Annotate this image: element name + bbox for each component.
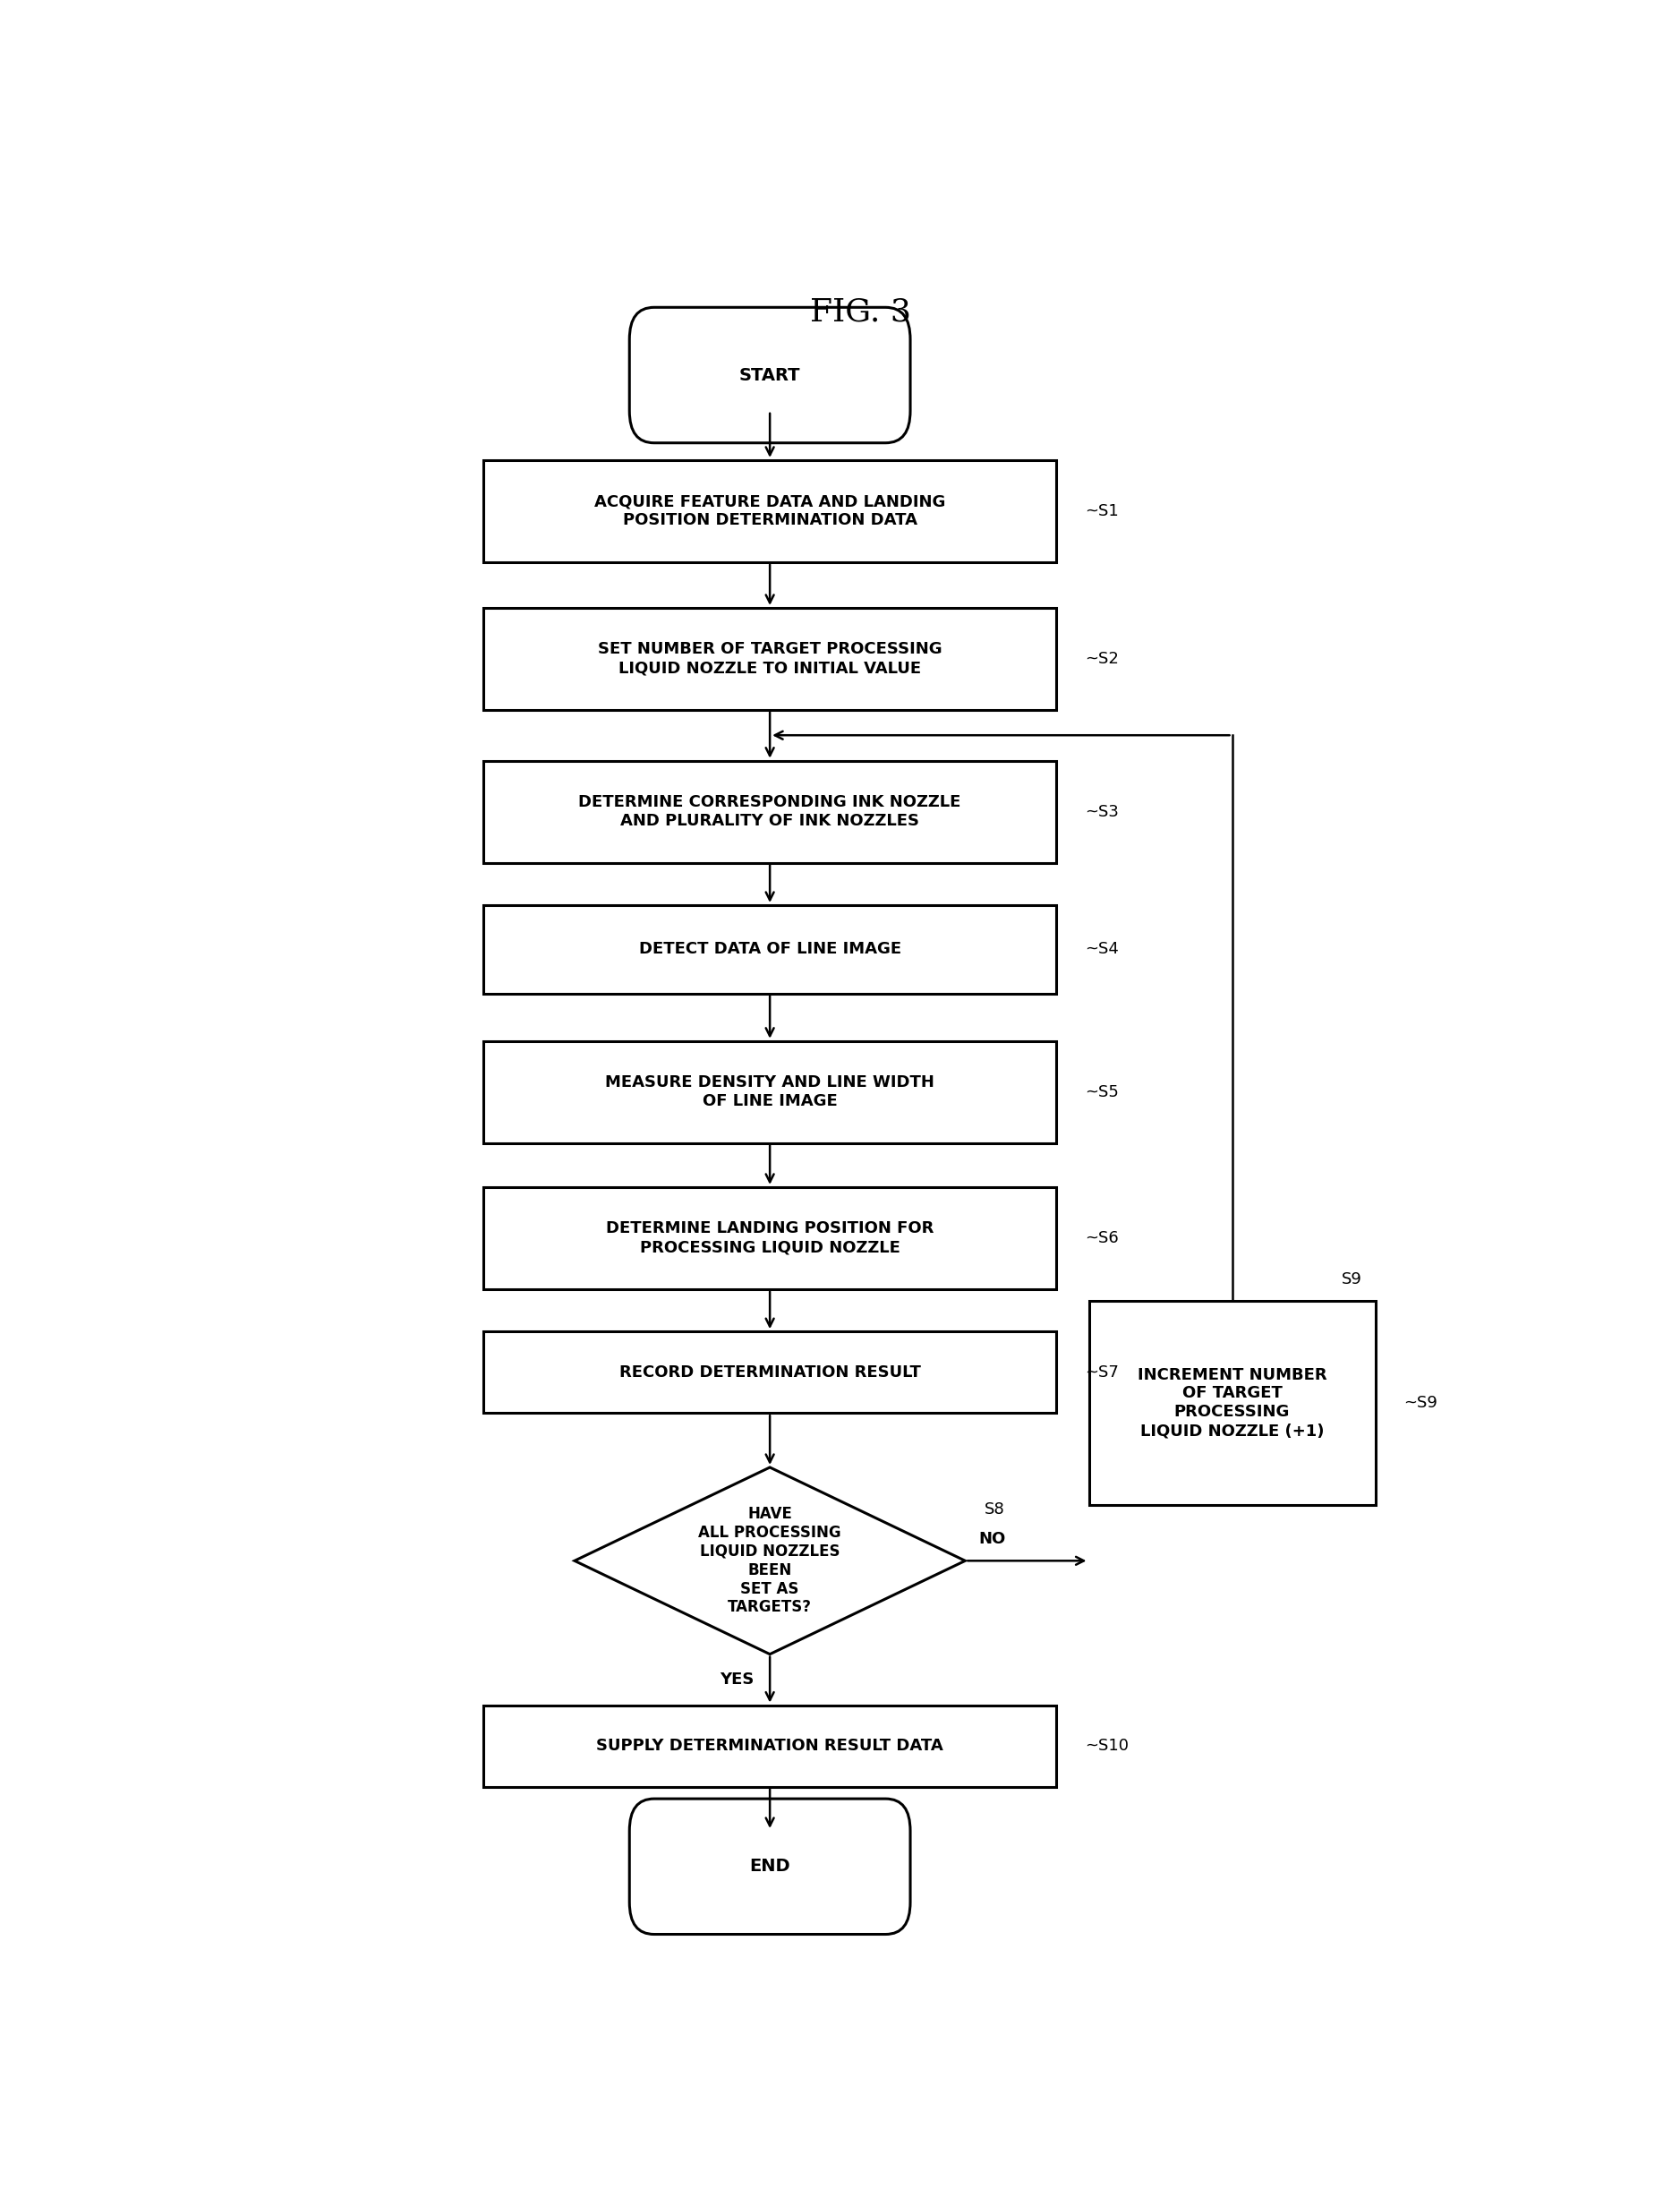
Text: START: START [739, 366, 800, 384]
Bar [484, 461, 1057, 563]
Text: S8: S8 [984, 1502, 1005, 1518]
Text: ~S10: ~S10 [1085, 1738, 1129, 1754]
Text: SET NUMBER OF TARGET PROCESSING
LIQUID NOZZLE TO INITIAL VALUE: SET NUMBER OF TARGET PROCESSING LIQUID N… [598, 642, 942, 677]
Text: DETERMINE CORRESPONDING INK NOZZLE
AND PLURALITY OF INK NOZZLES: DETERMINE CORRESPONDING INK NOZZLE AND P… [578, 794, 961, 829]
Bar [484, 1705, 1057, 1787]
Text: DETERMINE LANDING POSITION FOR
PROCESSING LIQUID NOZZLE: DETERMINE LANDING POSITION FOR PROCESSIN… [606, 1220, 934, 1255]
Text: FIG. 3: FIG. 3 [810, 298, 912, 326]
Text: ~S6: ~S6 [1085, 1231, 1119, 1246]
Text: DETECT DATA OF LINE IMAGE: DETECT DATA OF LINE IMAGE [638, 942, 900, 957]
Polygon shape [575, 1467, 964, 1654]
FancyBboxPatch shape [630, 307, 911, 443]
Bar [484, 1041, 1057, 1143]
Text: END: END [749, 1857, 790, 1875]
Bar [484, 1187, 1057, 1288]
Text: NO: NO [978, 1531, 1005, 1546]
Text: ACQUIRE FEATURE DATA AND LANDING
POSITION DETERMINATION DATA: ACQUIRE FEATURE DATA AND LANDING POSITIO… [595, 494, 946, 529]
Text: RECORD DETERMINATION RESULT: RECORD DETERMINATION RESULT [620, 1363, 921, 1381]
Bar [484, 609, 1057, 710]
Text: SUPPLY DETERMINATION RESULT DATA: SUPPLY DETERMINATION RESULT DATA [596, 1738, 944, 1754]
Text: MEASURE DENSITY AND LINE WIDTH
OF LINE IMAGE: MEASURE DENSITY AND LINE WIDTH OF LINE I… [605, 1074, 934, 1110]
Bar [484, 1332, 1057, 1414]
Bar [484, 761, 1057, 863]
Text: YES: YES [721, 1672, 754, 1688]
Text: ~S1: ~S1 [1085, 503, 1119, 518]
Text: ~S3: ~S3 [1085, 803, 1119, 821]
Text: INCREMENT NUMBER
OF TARGET
PROCESSING
LIQUID NOZZLE (+1): INCREMENT NUMBER OF TARGET PROCESSING LI… [1137, 1368, 1327, 1438]
Text: ~S2: ~S2 [1085, 651, 1119, 666]
Text: ~S4: ~S4 [1085, 942, 1119, 957]
Text: ~S5: ~S5 [1085, 1083, 1119, 1101]
Text: S9: S9 [1342, 1271, 1362, 1288]
Text: HAVE
ALL PROCESSING
LIQUID NOZZLES
BEEN
SET AS
TARGETS?: HAVE ALL PROCESSING LIQUID NOZZLES BEEN … [699, 1507, 842, 1615]
Bar [484, 904, 1057, 993]
FancyBboxPatch shape [630, 1798, 911, 1935]
Text: ~S7: ~S7 [1085, 1363, 1119, 1381]
Text: ~S9: ~S9 [1404, 1394, 1438, 1412]
Bar [1089, 1302, 1376, 1504]
